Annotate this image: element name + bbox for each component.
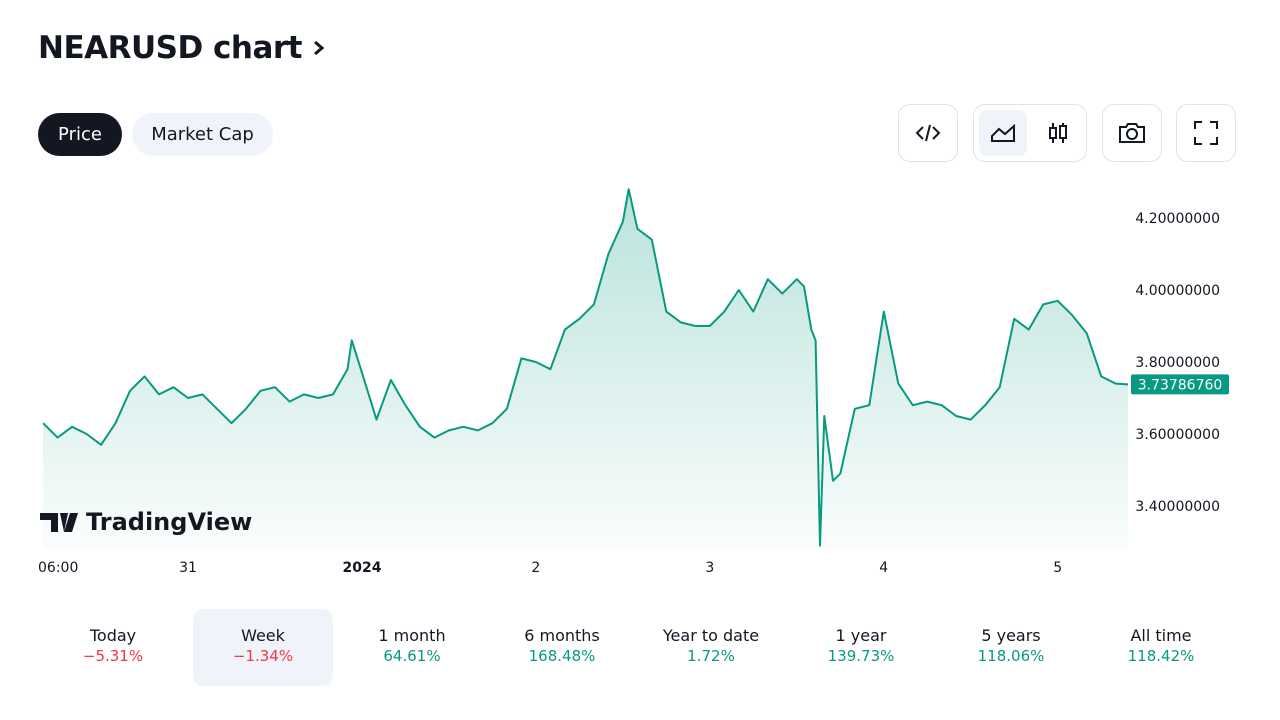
period-label: All time [1130,626,1192,645]
period-1-year[interactable]: 1 year 139.73% [791,609,931,686]
period-label: 6 months [524,626,600,645]
period-change: 1.72% [687,647,735,665]
x-tick-label: 4 [879,560,888,576]
candle-icon [1049,123,1067,143]
last-price-badge [1131,374,1229,395]
period-1-month[interactable]: 1 month 64.61% [342,609,482,686]
embed-icon [915,124,941,142]
period-change: −5.31% [82,647,144,665]
title[interactable]: NEARUSD chart [38,30,326,66]
y-tick-label: 4.20000000 [1135,211,1220,227]
period-change: 168.48% [528,647,596,665]
period-all-time[interactable]: All time 118.42% [1091,609,1231,686]
y-tick-label: 4.00000000 [1135,283,1220,299]
period-change: 64.61% [383,647,441,665]
embed-button[interactable] [898,104,958,162]
chart-style-group [973,104,1087,162]
line-style-button[interactable] [979,110,1027,156]
period-5-years[interactable]: 5 years 118.06% [941,609,1081,686]
period-label: Today [89,626,137,645]
period-label: 5 years [981,626,1041,645]
tab-market-cap[interactable]: Market Cap [132,113,273,156]
area-fill [43,189,1129,550]
x-tick-label: 2 [531,560,540,576]
period-label: Year to date [662,626,760,645]
y-tick-label: 3.80000000 [1135,355,1220,371]
tab-price[interactable]: Price [38,113,122,156]
period-change: −1.34% [232,647,294,665]
watermark: TradingView [40,508,252,536]
x-tick-label: 5 [1053,560,1062,576]
period-ytd[interactable]: Year to date 1.72% [641,609,781,686]
x-tick-label: 2024 [342,560,381,576]
period-6-months[interactable]: 6 months 168.48% [492,609,632,686]
watermark-text: TradingView [86,508,252,536]
price-line [42,188,1129,547]
y-tick-label: 3.60000000 [1135,427,1220,443]
area-icon [991,123,1015,142]
snapshot-button[interactable] [1102,104,1162,162]
period-label: Week [241,626,285,645]
period-label: 1 month [378,626,446,645]
period-change: 118.06% [977,647,1045,665]
chevron [314,40,325,56]
last-price-label: 3.73786760 [1138,377,1223,393]
chart: 3.40000000 3.60000000 3.80000000 4.00000000… [38,188,1229,576]
period-label: 1 year [835,626,887,645]
x-tick-label: 06:00 [38,560,78,576]
title-text[interactable]: NEARUSD chart [38,30,302,66]
x-tick-label: 31 [179,560,197,576]
period-week[interactable]: Week −1.34% [193,609,333,686]
period-today[interactable]: Today −5.31% [43,609,183,686]
fullscreen-icon [1194,121,1218,145]
period-change: 139.73% [827,647,895,665]
camera-icon [1119,123,1145,143]
x-tick-label: 3 [705,560,714,576]
y-tick-label: 3.40000000 [1135,499,1220,515]
period-change: 118.42% [1127,647,1195,665]
candle-style-button[interactable] [1034,110,1082,156]
fullscreen-button[interactable] [1176,104,1236,162]
